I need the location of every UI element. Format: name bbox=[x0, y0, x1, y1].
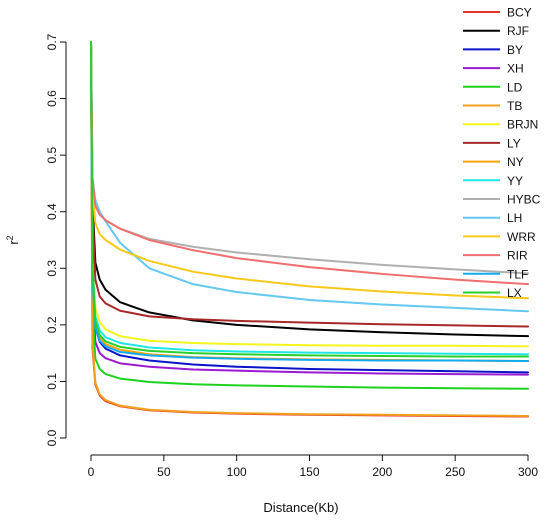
legend-label-wrr: WRR bbox=[507, 230, 536, 244]
x-tick-label: 100 bbox=[227, 465, 247, 479]
y-tick-label: 0.2 bbox=[45, 316, 59, 333]
legend: BCY RJF BY XH LD TB BRJN LY NY YY HYBC LH WRR RIR TLF L… bbox=[463, 6, 541, 300]
series-line-ld bbox=[90, 41, 529, 390]
legend-label-by: BY bbox=[507, 43, 523, 57]
legend-label-brjn: BRJN bbox=[507, 118, 538, 132]
x-tick-label: 250 bbox=[445, 465, 465, 479]
x-tick-label: 50 bbox=[157, 465, 171, 479]
x-tick-label: 150 bbox=[299, 465, 319, 479]
series-line-rjf bbox=[90, 41, 529, 338]
y-axis-title-main: r bbox=[6, 240, 21, 245]
series-line-lx bbox=[90, 41, 529, 358]
axes-group: 0 50 100 150 200 250 300 0.0 0.1 0.2 0.3 0.4 0.5 0.6 0… bbox=[45, 33, 538, 479]
series-line-wrr bbox=[90, 41, 529, 300]
y-axis-title: r2 bbox=[5, 235, 21, 244]
y-tick-label: 0.1 bbox=[45, 373, 59, 390]
series-lines-group bbox=[90, 41, 529, 418]
y-tick-label: 0.3 bbox=[45, 260, 59, 277]
x-tick-label: 200 bbox=[372, 465, 392, 479]
legend-label-tlf: TLF bbox=[507, 267, 528, 281]
y-tick-label: 0.6 bbox=[45, 90, 59, 107]
legend-label-ly: LY bbox=[507, 136, 521, 150]
series-line-tlf bbox=[90, 41, 529, 363]
legend-label-ld: LD bbox=[507, 80, 523, 94]
y-tick-label: 0.0 bbox=[45, 429, 59, 446]
legend-label-rir: RIR bbox=[507, 249, 528, 263]
legend-label-hybc: HYBC bbox=[507, 193, 541, 207]
series-line-lh bbox=[90, 41, 529, 313]
y-axis-title-superscript: 2 bbox=[5, 235, 15, 240]
y-tick-label: 0.4 bbox=[45, 203, 59, 220]
series-line-tb bbox=[90, 41, 529, 417]
legend-label-bcy: BCY bbox=[507, 6, 532, 20]
legend-label-ny: NY bbox=[507, 155, 524, 169]
legend-label-tb: TB bbox=[507, 99, 522, 113]
y-tick-label: 0.5 bbox=[45, 146, 59, 163]
y-tick-label: 0.7 bbox=[45, 33, 59, 50]
legend-label-lx: LX bbox=[507, 286, 522, 300]
legend-label-lh: LH bbox=[507, 211, 522, 225]
series-line-rir bbox=[90, 41, 529, 286]
x-axis-title: Distance(Kb) bbox=[263, 500, 338, 515]
x-tick-label: 0 bbox=[88, 465, 95, 479]
series-line-hybc bbox=[90, 41, 529, 275]
legend-label-xh: XH bbox=[507, 62, 524, 76]
legend-label-rjf: RJF bbox=[507, 24, 529, 38]
series-line-ly bbox=[90, 41, 529, 328]
legend-label-yy: YY bbox=[507, 174, 523, 188]
x-tick-label: 300 bbox=[518, 465, 538, 479]
